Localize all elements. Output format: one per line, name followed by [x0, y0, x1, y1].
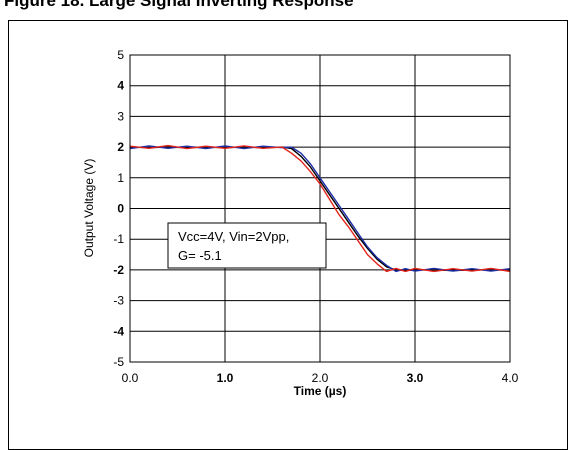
chart: 0.0 1.0 2.0 3.0 4.0 5 4 3 2 1 0 -1 -2 -3 -4 -5 Time (µ… — [82, 48, 519, 398]
x-axis-label: Time (µs) — [294, 384, 347, 398]
x-tick-label: 0.0 — [122, 371, 139, 385]
annotation-line-2: G= -5.1 — [178, 248, 222, 263]
y-tick-label: -1 — [113, 232, 124, 246]
y-tick-label: -5 — [113, 355, 124, 369]
y-tick-label: -3 — [113, 294, 124, 308]
y-tick-label: -2 — [113, 263, 124, 277]
series-layer — [129, 144, 511, 273]
y-axis-label: Output Voltage (V) — [82, 159, 96, 258]
y-tick-labels: 5 4 3 2 1 0 -1 -2 -3 -4 -5 — [113, 48, 124, 369]
y-tick-label: 2 — [117, 140, 124, 154]
annotation-frame — [167, 222, 327, 269]
figure-caption: Figure 18. Large Signal Inverting Respon… — [4, 0, 354, 10]
annotation-box: Vcc=4V, Vin=2Vpp, G= -5.1 — [167, 222, 327, 269]
y-tick-label: -4 — [113, 324, 124, 338]
y-tick-label: 4 — [117, 79, 124, 93]
y-tick-label: 0 — [117, 202, 124, 216]
y-tick-label: 3 — [117, 109, 124, 123]
y-tick-label: 1 — [117, 171, 124, 185]
x-tick-label: 3.0 — [407, 371, 424, 385]
x-tick-label: 4.0 — [502, 371, 519, 385]
plot-border — [129, 54, 511, 363]
x-tick-labels: 0.0 1.0 2.0 3.0 4.0 — [122, 371, 519, 385]
series-line-3 — [129, 144, 511, 273]
x-tick-label: 1.0 — [217, 371, 234, 385]
x-tick-label: 2.0 — [312, 371, 329, 385]
annotation-line-1: Vcc=4V, Vin=2Vpp, — [178, 229, 289, 244]
y-tick-label: 5 — [117, 48, 124, 62]
